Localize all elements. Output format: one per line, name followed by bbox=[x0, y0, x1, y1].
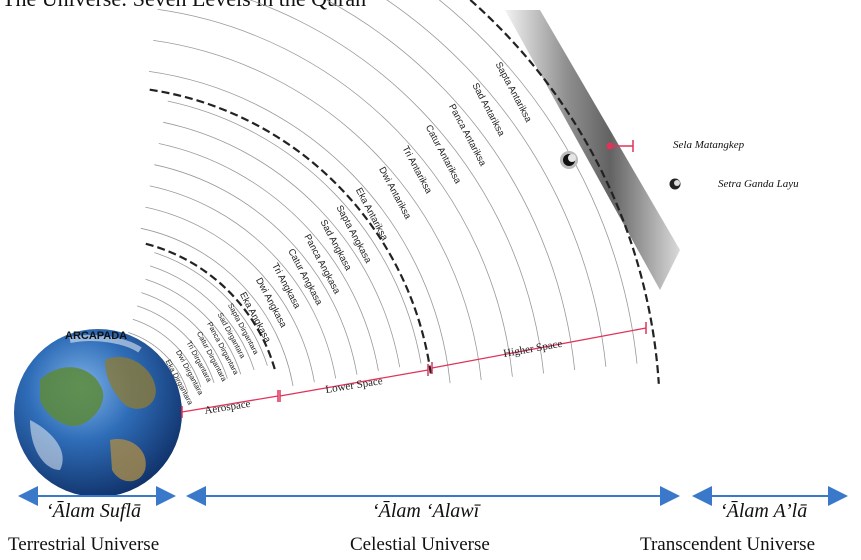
earth-globe bbox=[14, 329, 182, 497]
crescent-icon bbox=[560, 151, 578, 169]
layer-arc bbox=[145, 206, 315, 383]
layer-label: Sad Antariksa bbox=[469, 81, 507, 139]
layer-label: Sapta Antariksa bbox=[493, 60, 534, 125]
layer-arc bbox=[153, 40, 482, 380]
marker-sela bbox=[606, 140, 634, 152]
layer-arc bbox=[167, 100, 422, 364]
sela-label: Sela Matangkep bbox=[673, 139, 745, 151]
layer-arc bbox=[157, 9, 513, 377]
region-boundary bbox=[145, 242, 277, 371]
layer-arc bbox=[154, 164, 358, 375]
layer-arc bbox=[163, 121, 401, 368]
layer-arc bbox=[438, 0, 638, 364]
region-boundary bbox=[468, 0, 660, 384]
layer-arc bbox=[149, 185, 337, 379]
layer-arc bbox=[148, 71, 451, 384]
layer-arc bbox=[128, 332, 188, 392]
layer-arc bbox=[154, 252, 268, 366]
span-line bbox=[279, 369, 429, 397]
layer-arc bbox=[158, 143, 379, 371]
layer-arc bbox=[145, 278, 242, 375]
region-boundary bbox=[149, 88, 433, 376]
layer-label: Dwi Antariksa bbox=[376, 165, 413, 222]
span-label-higher: Higher Space bbox=[502, 338, 563, 360]
layer-arc bbox=[149, 265, 255, 371]
span-label-lower: Lower Space bbox=[325, 375, 384, 396]
layer-label: Catur Antariksa bbox=[423, 123, 464, 186]
transcendent-label: Transcendent Universe bbox=[640, 534, 816, 555]
celestial-label: Celestial Universe bbox=[350, 534, 490, 555]
layer-arc bbox=[140, 227, 294, 387]
terrestrial-label: Terrestrial Universe bbox=[8, 534, 160, 555]
layer-arc bbox=[325, 0, 576, 371]
realm-celestial-name: ‘Ālam ‘Alawī bbox=[372, 500, 480, 522]
span-line bbox=[181, 395, 279, 413]
layer-arc bbox=[248, 0, 544, 374]
layer-arc bbox=[141, 292, 228, 379]
setra-label: Setra Ganda Layu bbox=[718, 178, 799, 190]
layer-arc bbox=[386, 0, 607, 367]
transcendent-band bbox=[505, 10, 680, 290]
layer-arc bbox=[136, 305, 215, 384]
realm-transcendent-name: ‘Ālam A’lā bbox=[720, 500, 808, 522]
diagram-title: The Universe: Seven Levels in the Quran bbox=[2, 0, 366, 12]
moon-icon bbox=[669, 178, 681, 190]
span-label-aerospace: Aerospace bbox=[204, 398, 252, 417]
earth-label: ARCAPADA bbox=[65, 330, 127, 342]
realm-terrestrial-name: ‘Ālam Suflā bbox=[46, 500, 141, 522]
layer-arc bbox=[132, 318, 202, 388]
layer-arcs bbox=[128, 0, 660, 392]
span-line bbox=[431, 327, 647, 369]
